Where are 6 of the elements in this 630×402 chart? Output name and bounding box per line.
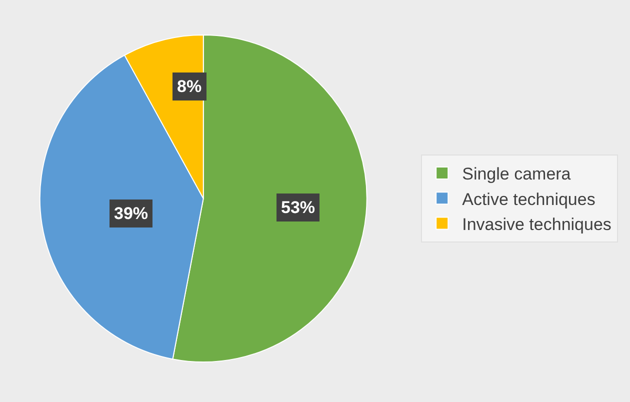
- data-label: 8%: [177, 77, 202, 96]
- legend-label: Single camera: [462, 164, 572, 184]
- data-label: 39%: [114, 204, 148, 223]
- data-label: 53%: [281, 198, 316, 217]
- legend-label: Invasive techniques: [462, 214, 612, 234]
- legend-label: Active techniques: [462, 190, 596, 209]
